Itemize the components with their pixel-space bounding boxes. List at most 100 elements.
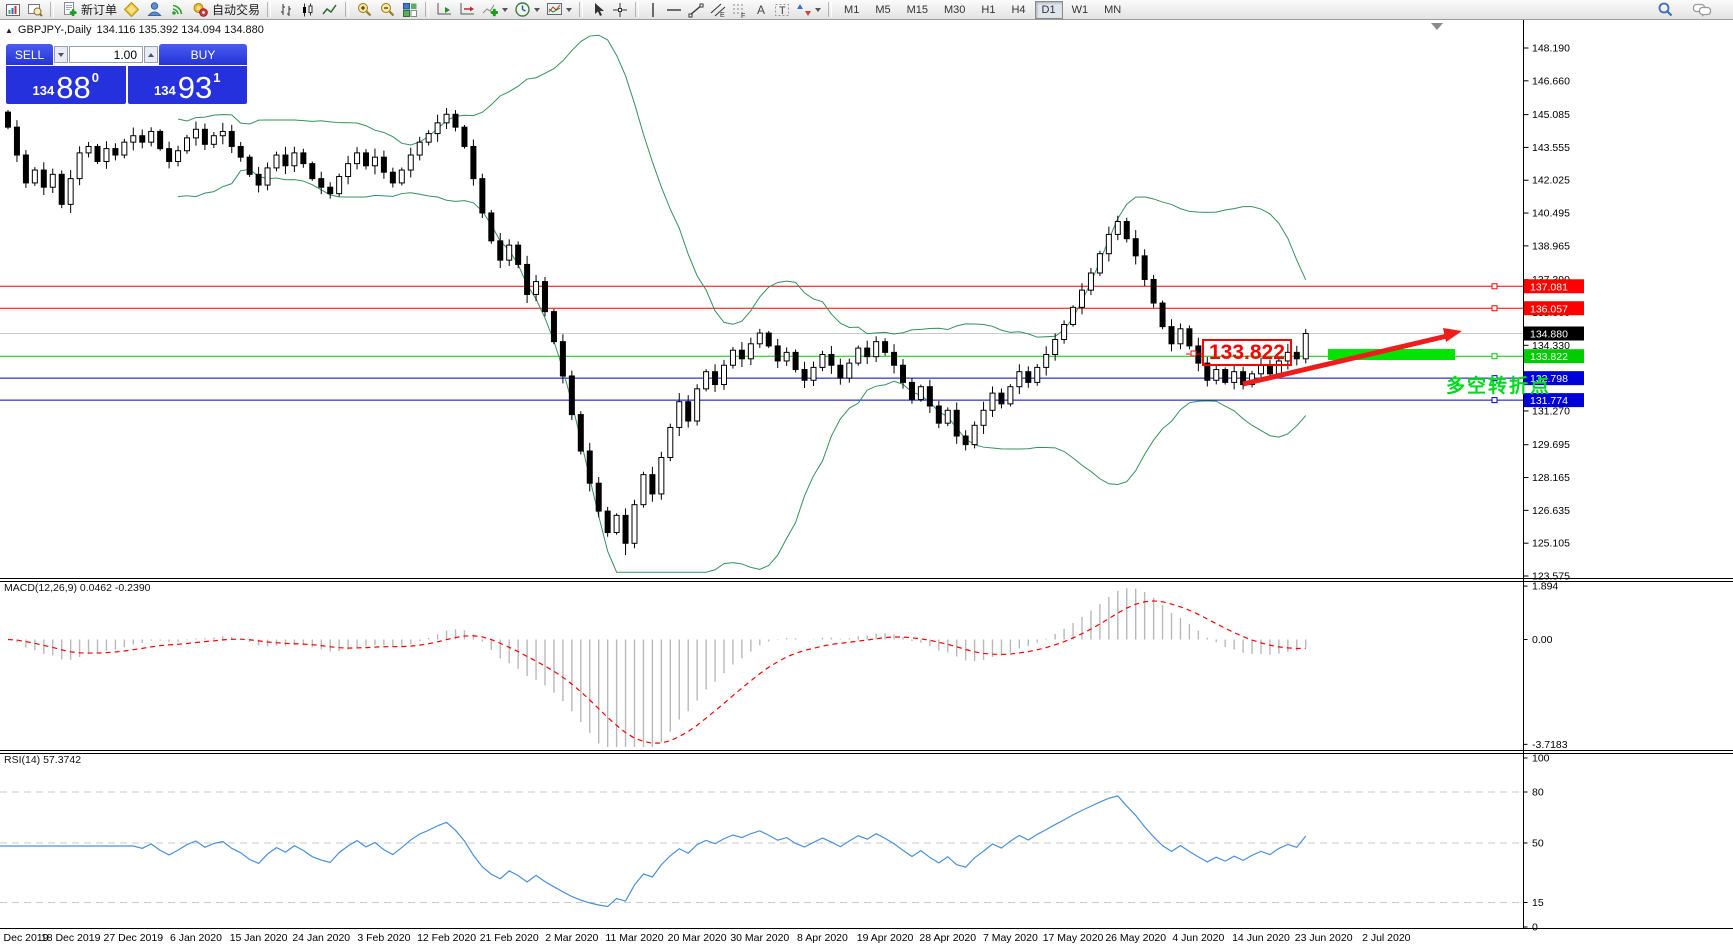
autotrading-label: 自动交易 xyxy=(212,3,261,17)
trendline-tool-button[interactable] xyxy=(685,1,707,19)
timeframe-m15[interactable]: M15 xyxy=(906,3,928,16)
signals-button[interactable] xyxy=(166,1,189,19)
new-order-icon xyxy=(61,1,78,18)
new-order-label: 新订单 xyxy=(81,3,118,17)
timeframe-m30[interactable]: M30 xyxy=(944,3,966,16)
templates-button[interactable] xyxy=(543,1,575,19)
shapes-tool-button[interactable] xyxy=(793,1,824,19)
zoom-in-icon xyxy=(356,1,373,18)
autotrading-button[interactable]: 自动交易 xyxy=(189,1,263,19)
indicators-caret-icon xyxy=(502,7,509,12)
crosshair-tool-button[interactable] xyxy=(609,1,631,19)
volume-input[interactable]: 1.00 xyxy=(69,46,143,63)
candlestick-type-button[interactable] xyxy=(297,1,319,19)
buy-price[interactable]: 134 93 1 xyxy=(127,66,247,104)
signals-icon xyxy=(169,1,186,18)
svg-text:12 Feb 2020: 12 Feb 2020 xyxy=(417,932,476,944)
annotations xyxy=(1186,23,1462,387)
svg-text:148.190: 148.190 xyxy=(1532,43,1570,55)
text-tool-button[interactable]: A xyxy=(751,1,771,19)
cursor-tool-button[interactable] xyxy=(587,1,609,19)
auto-scroll-icon xyxy=(436,1,453,18)
svg-text:140.495: 140.495 xyxy=(1532,208,1570,220)
svg-text:137.081: 137.081 xyxy=(1530,281,1568,293)
chat-button[interactable] xyxy=(1689,1,1715,19)
candlesticks xyxy=(5,108,1309,556)
svg-text:100: 100 xyxy=(1532,753,1550,765)
svg-text:129.695: 129.695 xyxy=(1532,439,1570,451)
zoom-out-button[interactable] xyxy=(376,1,399,19)
svg-text:126.635: 126.635 xyxy=(1532,505,1570,517)
search-button[interactable] xyxy=(1654,1,1677,19)
line-chart-type-button[interactable] xyxy=(319,1,341,19)
fibonacci-tool-button[interactable]: F xyxy=(729,1,751,19)
svg-text:3 Feb 2020: 3 Feb 2020 xyxy=(357,932,410,944)
timeframe-mn[interactable]: MN xyxy=(1104,3,1122,16)
chart-shift-button[interactable] xyxy=(456,1,479,19)
volume-increase-button[interactable] xyxy=(144,46,158,63)
zoom-in-button[interactable] xyxy=(353,1,376,19)
svg-text:2 Jul 2020: 2 Jul 2020 xyxy=(1362,932,1411,944)
new-chart-button[interactable] xyxy=(2,1,24,19)
bar-chart-type-button[interactable] xyxy=(275,1,297,19)
channel-icon: E xyxy=(710,2,726,18)
vertical-line-tool-button[interactable] xyxy=(643,1,663,19)
indicators-button[interactable] xyxy=(479,1,511,19)
svg-text:143.555: 143.555 xyxy=(1532,142,1570,154)
volume-up-icon xyxy=(148,52,154,57)
svg-text:21 Feb 2020: 21 Feb 2020 xyxy=(480,932,539,944)
timeframe-h1[interactable]: H1 xyxy=(981,3,996,16)
sell-price[interactable]: 134 88 0 xyxy=(6,66,126,104)
price-callout-box[interactable]: 133.822 xyxy=(1202,339,1292,366)
svg-text:17 May 2020: 17 May 2020 xyxy=(1043,932,1104,944)
metaeditor-button[interactable] xyxy=(120,1,143,19)
svg-text:1.894: 1.894 xyxy=(1532,581,1558,593)
profiles-button[interactable] xyxy=(24,1,46,19)
timeframe-m5[interactable]: M5 xyxy=(875,3,891,16)
volume-down-icon xyxy=(58,52,64,57)
volume-decrease-button[interactable] xyxy=(54,46,68,63)
svg-text:26 May 2020: 26 May 2020 xyxy=(1105,932,1166,944)
sell-button[interactable]: SELL xyxy=(6,44,53,65)
turning-point-text[interactable]: 多空转折点 xyxy=(1446,376,1552,397)
channel-tool-button[interactable]: E xyxy=(707,1,729,19)
svg-text:14 Jun 2020: 14 Jun 2020 xyxy=(1232,932,1290,944)
community-button[interactable] xyxy=(143,1,166,19)
macd-pane xyxy=(7,588,1307,747)
rsi-pane xyxy=(0,795,1307,908)
symbol-period-label: GBPJPY-,Daily xyxy=(17,24,92,36)
text-icon: A xyxy=(754,2,768,18)
auto-scroll-button[interactable] xyxy=(433,1,456,19)
svg-text:0.00: 0.00 xyxy=(1532,634,1553,646)
periods-button[interactable] xyxy=(511,1,543,19)
chat-icon xyxy=(1692,2,1712,18)
sell-price-main: 88 xyxy=(56,70,91,105)
timeframe-w1[interactable]: W1 xyxy=(1071,3,1089,16)
buy-button[interactable]: BUY xyxy=(159,44,247,65)
indicators-icon xyxy=(482,1,499,18)
horizontal-line-tool-button[interactable] xyxy=(663,1,685,19)
text-label-tool-button[interactable]: T xyxy=(771,1,793,19)
buy-price-pip: 1 xyxy=(213,70,221,85)
svg-text:80: 80 xyxy=(1532,787,1544,799)
svg-text:15: 15 xyxy=(1532,897,1544,909)
new-order-button[interactable]: 新订单 xyxy=(58,1,120,19)
chart-title: ▲ GBPJPY-,Daily 134.116 135.392 134.094 … xyxy=(5,24,264,36)
timeframe-d1[interactable]: D1 xyxy=(1034,0,1063,19)
macd-indicator-label: MACD(12,26,9) 0.0462 -0.2390 xyxy=(4,582,151,594)
cursor-icon xyxy=(590,2,606,18)
periods-caret-icon xyxy=(534,7,541,12)
svg-text:142.025: 142.025 xyxy=(1532,175,1570,187)
community-icon xyxy=(146,1,163,18)
timeframe-m1[interactable]: M1 xyxy=(844,3,860,16)
svg-text:136.057: 136.057 xyxy=(1530,303,1568,315)
tile-windows-button[interactable] xyxy=(399,1,421,19)
svg-text:0: 0 xyxy=(1532,922,1538,934)
svg-text:24 Jan 2020: 24 Jan 2020 xyxy=(292,932,350,944)
new-chart-icon xyxy=(5,2,21,18)
metaeditor-icon xyxy=(123,1,140,18)
level-lines xyxy=(0,285,1523,903)
timeframe-h4[interactable]: H4 xyxy=(1011,3,1026,16)
